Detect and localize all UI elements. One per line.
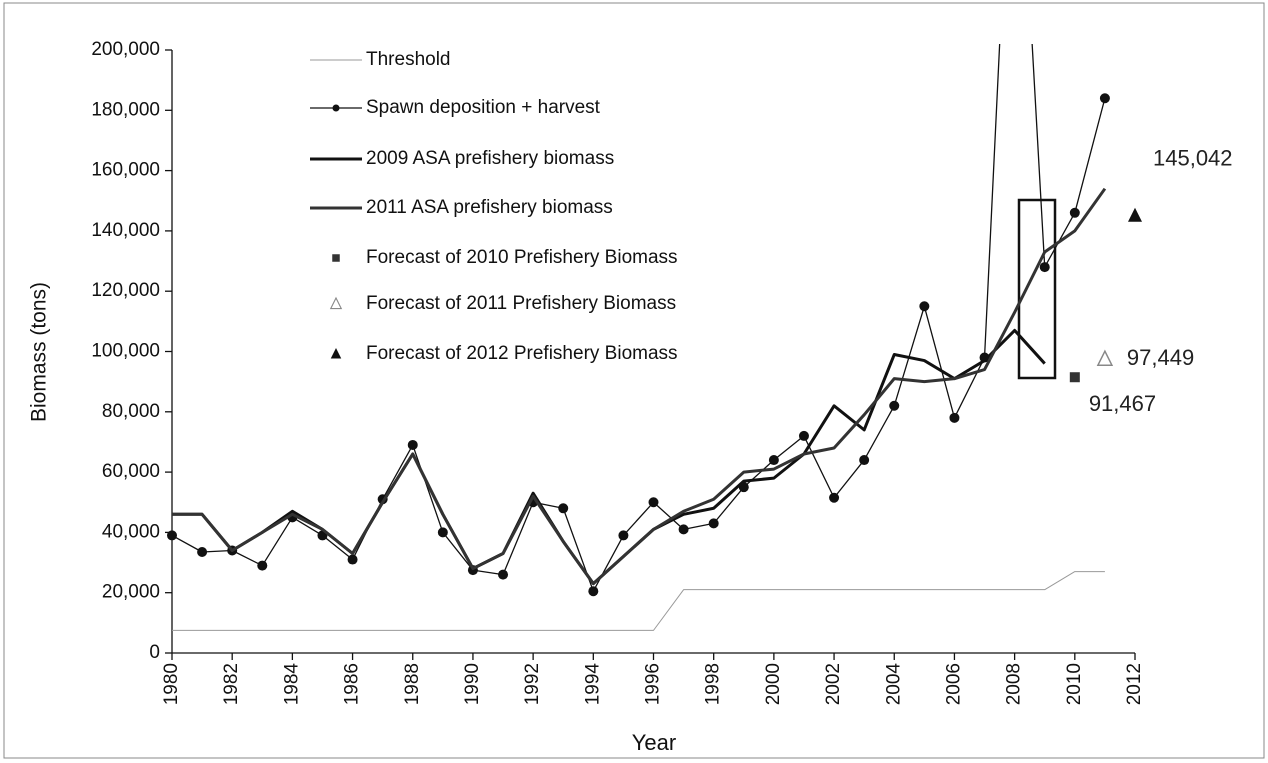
x-tick-label: 2012 bbox=[1124, 663, 1145, 705]
series-line bbox=[172, 328, 1046, 586]
data-point bbox=[1099, 93, 1110, 104]
data-point bbox=[678, 524, 689, 535]
data-point bbox=[919, 301, 930, 312]
x-tick-label: 1980 bbox=[161, 663, 182, 705]
x-tick-label: 1996 bbox=[643, 663, 664, 705]
x-tick-label: 2004 bbox=[883, 663, 904, 706]
data-point bbox=[257, 560, 268, 571]
legend-label: Spawn deposition + harvest bbox=[366, 97, 601, 118]
data-point bbox=[498, 569, 509, 580]
x-tick-label: 1988 bbox=[402, 663, 423, 705]
data-point bbox=[648, 497, 659, 508]
x-tick-label: 2002 bbox=[823, 663, 844, 705]
y-tick-label: 160,000 bbox=[91, 160, 160, 181]
data-point bbox=[798, 430, 809, 441]
x-tick-label: 2006 bbox=[943, 663, 964, 705]
series-line bbox=[171, 44, 1106, 592]
legend-label: 2011 ASA prefishery biomass bbox=[366, 197, 613, 218]
y-tick-label: 140,000 bbox=[91, 220, 160, 241]
data-point bbox=[1039, 262, 1050, 273]
data-point bbox=[618, 530, 629, 541]
x-tick-label: 1984 bbox=[281, 663, 302, 706]
data-point bbox=[1069, 207, 1080, 218]
data-point bbox=[437, 527, 448, 538]
data-point bbox=[889, 400, 900, 411]
x-tick-label: 1998 bbox=[703, 663, 724, 705]
x-tick-label: 1986 bbox=[342, 663, 363, 705]
y-tick-label: 120,000 bbox=[91, 280, 160, 301]
y-tick-label: 60,000 bbox=[102, 461, 160, 482]
data-point bbox=[859, 455, 870, 466]
data-point bbox=[708, 518, 719, 529]
data-point bbox=[558, 503, 569, 514]
legend-label: Forecast of 2011 Prefishery Biomass bbox=[366, 293, 676, 314]
frame bbox=[3, 2, 1265, 759]
y-tick-label: 40,000 bbox=[102, 521, 160, 542]
y-tick-label: 100,000 bbox=[91, 341, 160, 362]
x-tick-label: 2008 bbox=[1004, 663, 1025, 705]
data-point bbox=[768, 455, 779, 466]
x-tick-label: 1982 bbox=[221, 663, 242, 705]
data-point bbox=[407, 439, 418, 450]
x-axis-label: Year bbox=[632, 730, 676, 755]
forecast-point bbox=[1128, 207, 1142, 222]
x-tick-label: 1992 bbox=[522, 663, 543, 705]
data-point bbox=[588, 586, 599, 597]
series-line bbox=[172, 571, 1105, 631]
value-label: 145,042 bbox=[1153, 146, 1233, 171]
highlight-box bbox=[1017, 198, 1057, 380]
legend-marker bbox=[332, 254, 340, 262]
x-tick-label: 2010 bbox=[1064, 663, 1085, 705]
forecast-point bbox=[1096, 349, 1114, 366]
y-tick-label: 0 bbox=[149, 642, 160, 663]
plot-area bbox=[167, 44, 1110, 631]
data-point bbox=[347, 554, 358, 565]
legend-label: Forecast of 2012 Prefishery Biomass bbox=[366, 343, 678, 364]
legend-marker bbox=[332, 104, 340, 112]
series-line bbox=[172, 187, 1107, 586]
data-point bbox=[197, 546, 208, 557]
data-point bbox=[167, 530, 177, 541]
legend-label: 2009 ASA prefishery biomass bbox=[366, 148, 614, 169]
y-tick-label: 80,000 bbox=[102, 401, 160, 422]
y-tick-label: 200,000 bbox=[91, 39, 160, 60]
value-label: 97,449 bbox=[1127, 345, 1194, 370]
y-tick-label: 180,000 bbox=[91, 99, 160, 120]
x-tick-label: 2000 bbox=[763, 663, 784, 705]
y-tick-label: 20,000 bbox=[102, 582, 160, 603]
x-tick-label: 1994 bbox=[582, 663, 603, 706]
x-tick-label: 1990 bbox=[462, 663, 483, 705]
legend-marker bbox=[329, 296, 343, 310]
data-point bbox=[949, 412, 960, 423]
value-label: 91,467 bbox=[1089, 391, 1156, 416]
y-axis-label: Biomass (tons) bbox=[28, 282, 51, 422]
legend-label: Threshold bbox=[366, 49, 451, 70]
legend-label: Forecast of 2010 Prefishery Biomass bbox=[366, 247, 678, 268]
data-point bbox=[829, 492, 840, 503]
forecast-point bbox=[1069, 372, 1080, 383]
legend-marker bbox=[330, 348, 342, 359]
